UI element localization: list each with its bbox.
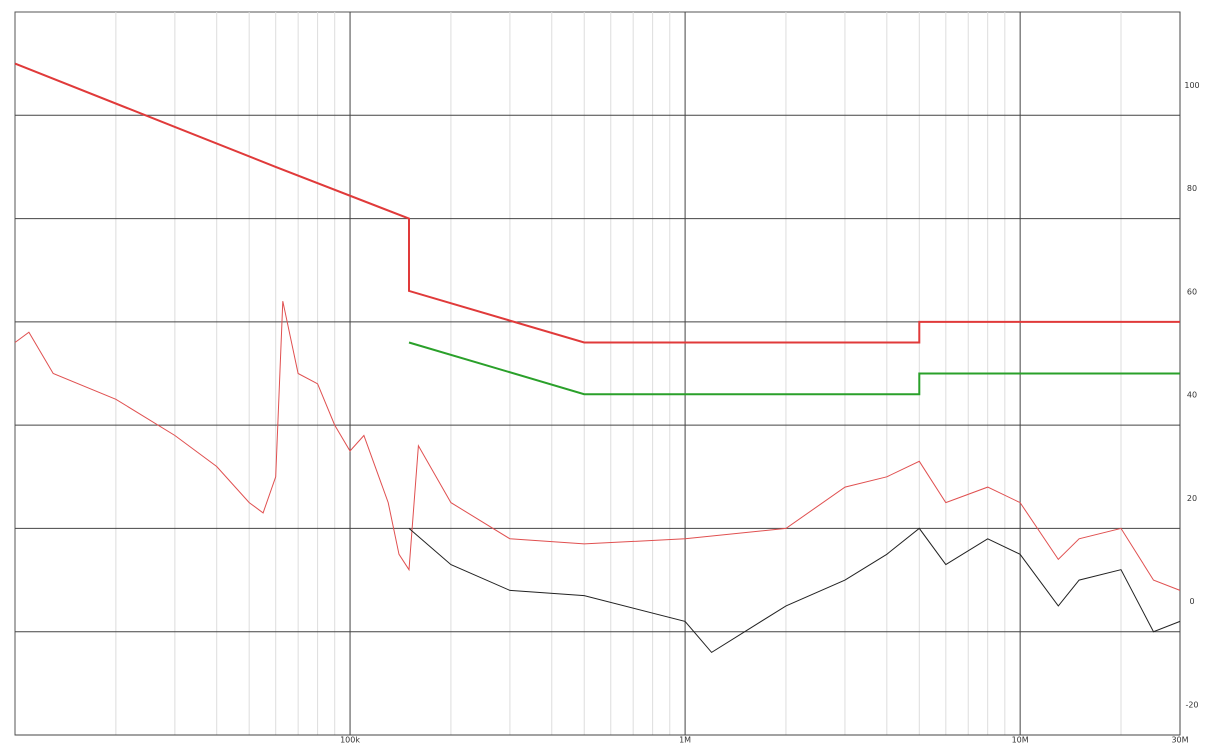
y-tick-label: 80 <box>1187 184 1197 193</box>
y-tick-label: 0 <box>1189 597 1194 606</box>
x-tick-label: 10M <box>1012 736 1029 745</box>
y-tick-label: 100 <box>1184 81 1199 90</box>
x-tick-label: 100k <box>340 736 360 745</box>
series-line <box>14 301 1181 591</box>
y-tick-label: -20 <box>1185 701 1198 710</box>
series-line <box>408 341 1180 396</box>
series-line <box>408 527 1181 654</box>
x-tick-label: 30M <box>1171 736 1188 745</box>
series-line <box>14 62 1180 344</box>
y-tick-label: 20 <box>1187 494 1197 503</box>
x-tick-label: 1M <box>679 736 691 745</box>
y-tick-label: 40 <box>1187 391 1197 400</box>
y-tick-label: 60 <box>1187 287 1197 296</box>
